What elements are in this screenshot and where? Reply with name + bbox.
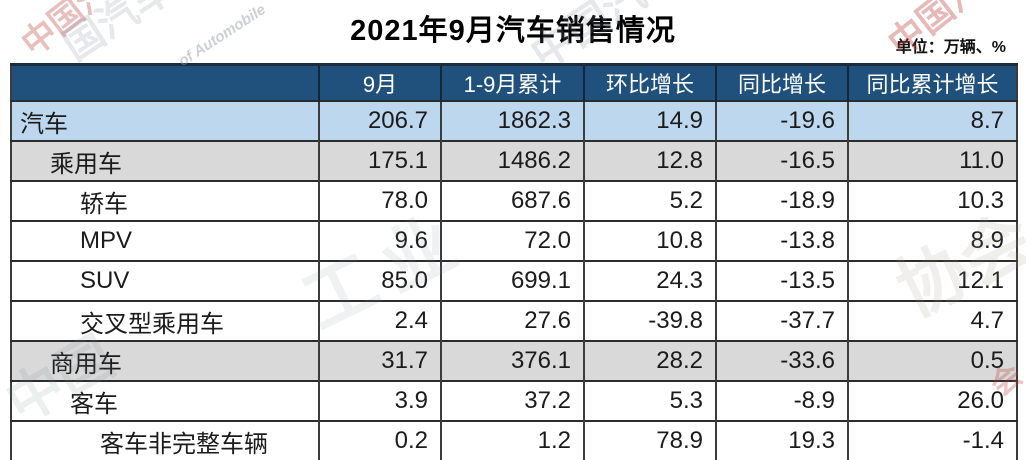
cell: -33.6	[715, 340, 848, 381]
cell: 78.0	[318, 180, 441, 221]
cell: 12.8	[583, 140, 716, 181]
table-row-sedan: 轿车 78.0 687.6 5.2 -18.9 10.3	[11, 180, 1017, 221]
cell: 8.7	[847, 100, 1017, 141]
cell: -39.8	[583, 300, 716, 341]
header-jan-sep-cumulative: 1-9月累计	[440, 64, 584, 101]
cell: 10.8	[583, 220, 716, 261]
row-label: MPV	[11, 220, 319, 261]
row-label: 客车非完整车辆	[11, 420, 319, 460]
cell: -16.5	[715, 140, 848, 181]
cell: 1862.3	[440, 100, 584, 141]
cell: 26.0	[847, 380, 1017, 421]
cell: 175.1	[318, 140, 441, 181]
cell: 206.7	[318, 100, 441, 141]
cell: 24.3	[583, 260, 716, 301]
table-row-passenger-vehicles: 乘用车 175.1 1486.2 12.8 -16.5 11.0	[11, 140, 1017, 181]
cell: 3.9	[318, 380, 441, 421]
header-september: 9月	[318, 64, 441, 101]
cell: 4.7	[847, 300, 1017, 341]
header-yoy-cumulative-growth: 同比累计增长	[847, 64, 1017, 101]
cell: -1.4	[847, 420, 1017, 460]
auto-sales-table: 9月 1-9月累计 环比增长 同比增长 同比累计增长 汽车 206.7 1862…	[10, 63, 1018, 460]
header-category	[11, 64, 319, 101]
cell: 9.6	[318, 220, 441, 261]
cell: 27.6	[440, 300, 584, 341]
cell: -13.8	[715, 220, 848, 261]
cell: 12.1	[847, 260, 1017, 301]
cell: 8.9	[847, 220, 1017, 261]
cell: 37.2	[440, 380, 584, 421]
cell: 10.3	[847, 180, 1017, 221]
cell: 14.9	[583, 100, 716, 141]
cell: 2.4	[318, 300, 441, 341]
cell: -8.9	[715, 380, 848, 421]
cell: 78.9	[583, 420, 716, 460]
row-label: 汽车	[11, 100, 319, 141]
row-label: 商用车	[11, 340, 319, 381]
table-row-bus-incomplete: 客车非完整车辆 0.2 1.2 78.9 19.3 -1.4	[11, 420, 1017, 460]
cell: 72.0	[440, 220, 584, 261]
table-row-mpv: MPV 9.6 72.0 10.8 -13.8 8.9	[11, 220, 1017, 261]
cell: 699.1	[440, 260, 584, 301]
cell: -37.7	[715, 300, 848, 341]
table-row-autos-total: 汽车 206.7 1862.3 14.9 -19.6 8.7	[11, 100, 1017, 141]
cell: 0.5	[847, 340, 1017, 381]
cell: 5.2	[583, 180, 716, 221]
page-title: 2021年9月汽车销售情况	[350, 15, 676, 47]
table-row-bus: 客车 3.9 37.2 5.3 -8.9 26.0	[11, 380, 1017, 421]
row-label: 客车	[11, 380, 319, 421]
cell: 11.0	[847, 140, 1017, 181]
cell: 687.6	[440, 180, 584, 221]
cell: 1.2	[440, 420, 584, 460]
cell: 376.1	[440, 340, 584, 381]
cell: 1486.2	[440, 140, 584, 181]
cell: -18.9	[715, 180, 848, 221]
header-mom-growth: 环比增长	[583, 64, 716, 101]
row-label: 轿车	[11, 180, 319, 221]
header-yoy-growth: 同比增长	[715, 64, 848, 101]
row-label: 交叉型乘用车	[11, 300, 319, 341]
table-row-crossover: 交叉型乘用车 2.4 27.6 -39.8 -37.7 4.7	[11, 300, 1017, 341]
cell: -13.5	[715, 260, 848, 301]
table-header-row: 9月 1-9月累计 环比增长 同比增长 同比累计增长	[11, 64, 1017, 101]
cell: -19.6	[715, 100, 848, 141]
row-label: SUV	[11, 260, 319, 301]
table-row-suv: SUV 85.0 699.1 24.3 -13.5 12.1	[11, 260, 1017, 301]
unit-note: 单位：万辆、%	[895, 39, 1006, 56]
row-label: 乘用车	[11, 140, 319, 181]
cell: 85.0	[318, 260, 441, 301]
cell: 19.3	[715, 420, 848, 460]
cell: 28.2	[583, 340, 716, 381]
table-row-commercial-vehicles: 商用车 31.7 376.1 28.2 -33.6 0.5	[11, 340, 1017, 381]
cell: 0.2	[318, 420, 441, 460]
cell: 31.7	[318, 340, 441, 381]
cell: 5.3	[583, 380, 716, 421]
